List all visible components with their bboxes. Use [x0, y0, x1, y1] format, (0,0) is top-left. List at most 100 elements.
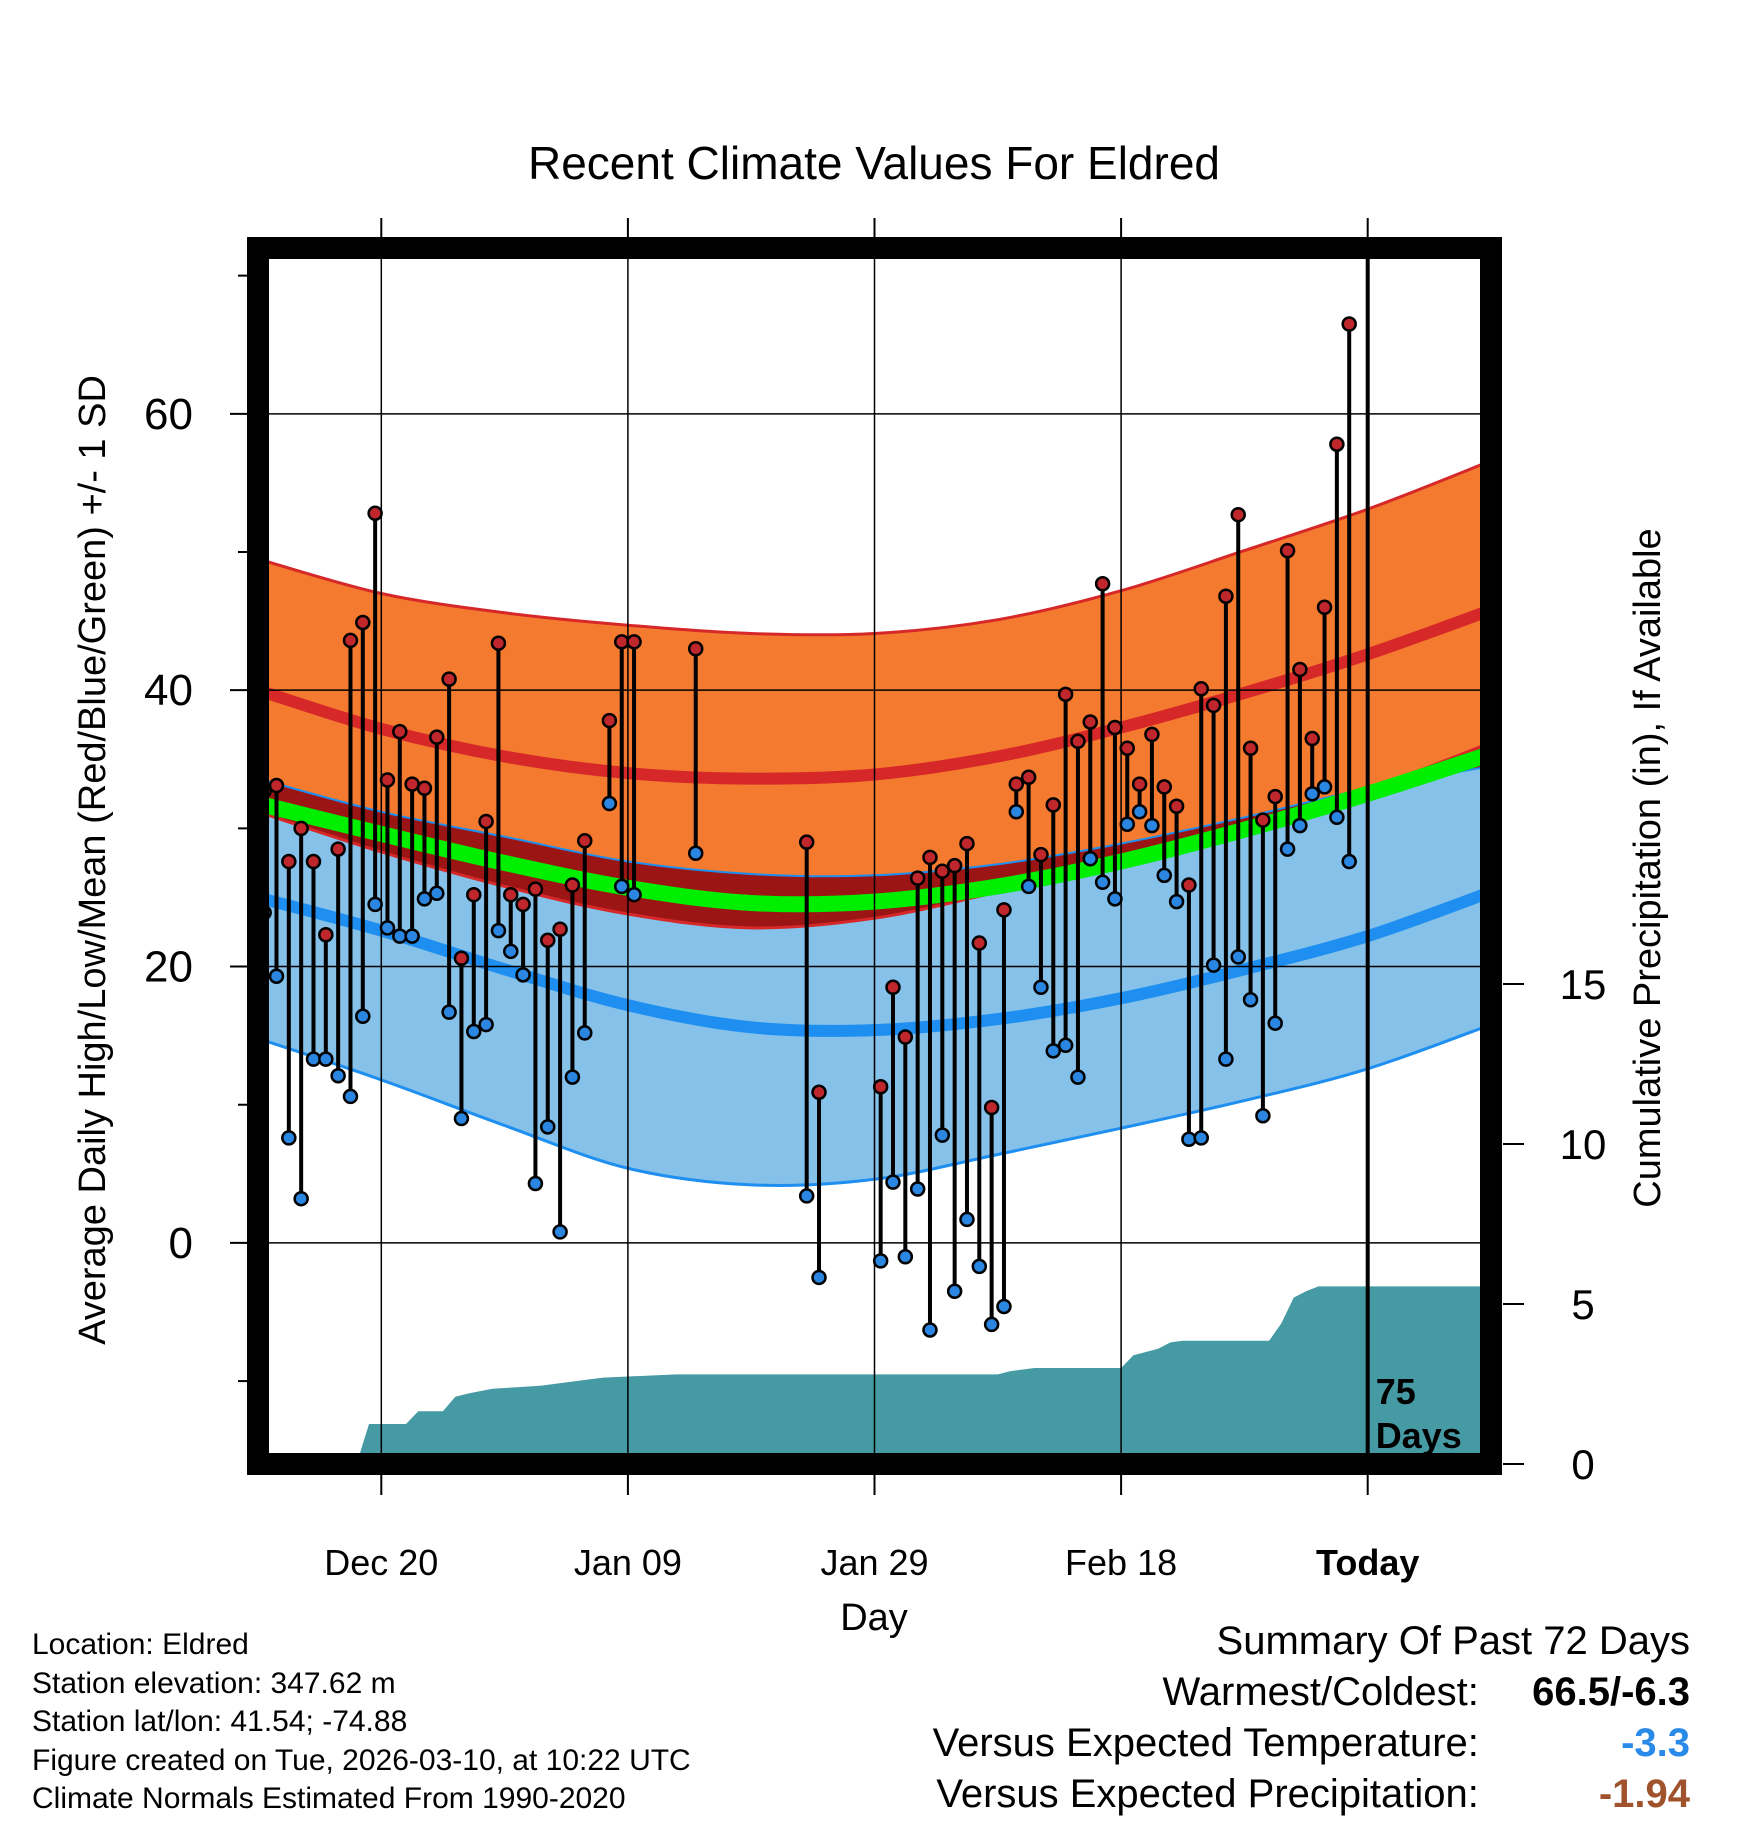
obs-low-point [1008, 804, 1025, 820]
location-text: Location: Eldred [32, 1628, 249, 1661]
obs-low-point [1255, 1108, 1271, 1124]
obs-low-point [1218, 1051, 1234, 1067]
obs-low-point [1107, 891, 1123, 907]
obs-low-point [342, 1088, 359, 1105]
obs-low-point [885, 1174, 901, 1190]
obs-high-point [1267, 788, 1283, 805]
obs-low-point [811, 1269, 827, 1286]
obs-high-point [1242, 740, 1259, 756]
obs-high-point [1107, 719, 1123, 736]
y-tick-label: 20 [144, 943, 193, 992]
obs-low-point [453, 1110, 470, 1127]
today-days-label: Days [1376, 1415, 1462, 1456]
y2-tick-label: 10 [1560, 1121, 1607, 1168]
y-axis-label: Average Daily High/Low/Mean (Red/Blue/Gr… [72, 375, 114, 1345]
obs-low-point [601, 795, 618, 812]
grid-lines [258, 248, 1491, 1464]
obs-low-point [1304, 786, 1320, 802]
axes: Dec 20 Jan 09 Jan 29 Feb 18 Today 0 20 40 60 0 5 10… [144, 218, 1606, 1583]
obs-high-point [798, 834, 815, 850]
obs-low-point [1267, 1015, 1283, 1031]
obs-low-point [1131, 804, 1148, 820]
obs-low-point [552, 1224, 568, 1240]
obs-high-point [1230, 506, 1246, 523]
temp-value: -3.3 [1621, 1721, 1690, 1765]
obs-high-point [355, 614, 371, 631]
obs-low-point [478, 1016, 494, 1033]
summary-temp: Versus Expected Temperature: -3.3 [933, 1718, 1690, 1769]
obs-low-point [503, 943, 519, 960]
obs-low-point [1070, 1069, 1086, 1085]
obs-high-point [885, 979, 901, 996]
precip-label: Versus Expected Precipitation: [936, 1772, 1479, 1816]
summary-panel: Summary Of Past 72 Days Warmest/Coldest:… [933, 1616, 1690, 1820]
obs-high-point [959, 835, 975, 852]
obs-low-point [1057, 1037, 1074, 1054]
obs-high-point [1094, 576, 1111, 592]
obs-high-point [601, 712, 618, 729]
obs-low-point [1230, 949, 1246, 965]
obs-low-point [429, 885, 445, 902]
precipitation-area [356, 1286, 1491, 1464]
obs-low-point [1144, 817, 1160, 834]
obs-high-point [971, 935, 988, 951]
obs-high-point [897, 1029, 914, 1045]
obs-low-point [1020, 878, 1037, 895]
obs-high-point [379, 772, 396, 788]
summary-precip: Versus Expected Precipitation: -1.94 [933, 1769, 1690, 1820]
obs-high-point [1181, 877, 1197, 893]
obs-low-point [983, 1316, 1000, 1333]
obs-low-point [441, 1004, 457, 1020]
obs-high-point [1341, 316, 1357, 332]
obs-high-point [1316, 599, 1333, 616]
obs-low-point [1094, 874, 1111, 891]
obs-low-point [1292, 817, 1308, 834]
obs-high-point [1020, 769, 1037, 785]
warmest-coldest-label: Warmest/Coldest: [1162, 1670, 1479, 1714]
temp-label: Versus Expected Temperature: [932, 1721, 1479, 1765]
obs-high-point [392, 723, 408, 740]
x-tick-label: Jan 29 [820, 1542, 928, 1583]
obs-high-point [1304, 730, 1320, 747]
obs-high-point [1279, 542, 1296, 559]
obs-low-point [1242, 991, 1259, 1008]
plot-frame [247, 237, 1502, 1475]
obs-high-point [576, 833, 593, 849]
obs-low-point [613, 878, 630, 895]
obs-low-point [909, 1181, 926, 1197]
obs-high-point [1045, 797, 1062, 813]
elevation-text: Station elevation: 347.62 m [32, 1666, 396, 1700]
obs-low-point [1205, 957, 1222, 973]
warmest-coldest-value: 66.5/-6.3 [1532, 1670, 1690, 1714]
obs-high-point [613, 634, 630, 650]
obs-high-point [626, 634, 642, 650]
x-tick-label: Jan 09 [574, 1542, 682, 1583]
obs-low-point [946, 1283, 963, 1300]
obs-low-point [872, 1253, 889, 1269]
obs-high-point [922, 849, 938, 866]
summary-title: Summary Of Past 72 Days [1216, 1619, 1690, 1663]
obs-low-point [959, 1211, 975, 1228]
obs-low-point [416, 891, 433, 907]
y-tick-label: 60 [144, 390, 193, 439]
obs-high-point [1008, 776, 1025, 792]
x-tick-label: Dec 20 [324, 1542, 438, 1583]
y-tick-label: 0 [169, 1219, 193, 1268]
obs-low-point [1329, 809, 1345, 826]
obs-low-point [1341, 853, 1357, 870]
obs-high-point [490, 635, 507, 651]
obs-low-point [922, 1322, 938, 1338]
obs-high-point [1033, 846, 1049, 863]
obs-high-point [429, 729, 445, 745]
obs-high-point [872, 1079, 889, 1095]
obs-high-point [466, 886, 482, 903]
obs-low-point [687, 845, 704, 861]
obs-high-point [1057, 686, 1074, 703]
y2-tick-label: 5 [1571, 1281, 1594, 1328]
precip-value: -1.94 [1598, 1772, 1690, 1816]
obs-high-point [453, 950, 470, 967]
obs-high-point [404, 776, 420, 792]
obs-low-point [1316, 779, 1333, 795]
obs-low-point [1279, 841, 1296, 857]
